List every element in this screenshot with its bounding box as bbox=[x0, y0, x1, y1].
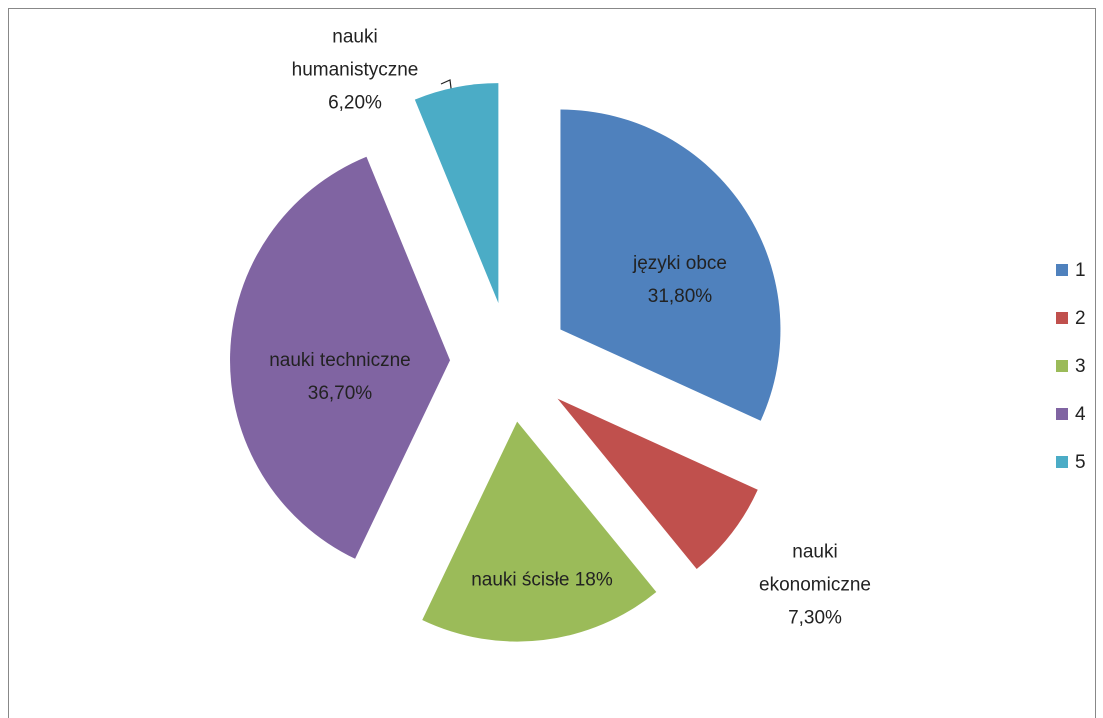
pie-slice bbox=[557, 398, 758, 570]
legend-label: 5 bbox=[1075, 452, 1086, 473]
value-label: 18% bbox=[574, 569, 613, 591]
legend-label: 4 bbox=[1075, 404, 1086, 425]
slice-name: nauki techniczne bbox=[269, 350, 411, 371]
legend-swatch bbox=[1056, 456, 1068, 468]
legend-label: 1 bbox=[1075, 260, 1086, 281]
chart-border bbox=[8, 8, 1096, 718]
value-label: 7,30% bbox=[788, 607, 842, 629]
legend-label: 3 bbox=[1075, 356, 1086, 377]
value-label: 6,20% bbox=[328, 92, 382, 114]
data-label: nauki humanistyczne 6,20% bbox=[280, 21, 430, 120]
pie-slice bbox=[414, 83, 499, 304]
legend-swatch bbox=[1056, 312, 1068, 324]
slice-name: nauki humanistyczne bbox=[291, 26, 419, 81]
data-label: języki obce 31,80% bbox=[615, 247, 745, 313]
data-label: nauki ekonomiczne 7,30% bbox=[745, 536, 885, 635]
data-label: nauki ścisłe 18% bbox=[412, 564, 672, 597]
pie-slice bbox=[422, 421, 657, 642]
value-label: 36,70% bbox=[307, 383, 373, 404]
pie-slice bbox=[560, 109, 781, 421]
value-label: 31,80% bbox=[647, 286, 713, 307]
legend-label: 2 bbox=[1075, 308, 1086, 329]
legend-swatch bbox=[1056, 264, 1068, 276]
slice-name: nauki ekonomiczne bbox=[759, 541, 871, 596]
legend-swatch bbox=[1056, 408, 1068, 420]
slice-name: języki obce bbox=[633, 253, 727, 274]
data-label: nauki techniczne 36,70% bbox=[240, 344, 440, 410]
legend-swatch bbox=[1056, 360, 1068, 372]
slice-name: nauki ścisłe bbox=[471, 569, 570, 591]
pie-slice bbox=[230, 156, 451, 559]
